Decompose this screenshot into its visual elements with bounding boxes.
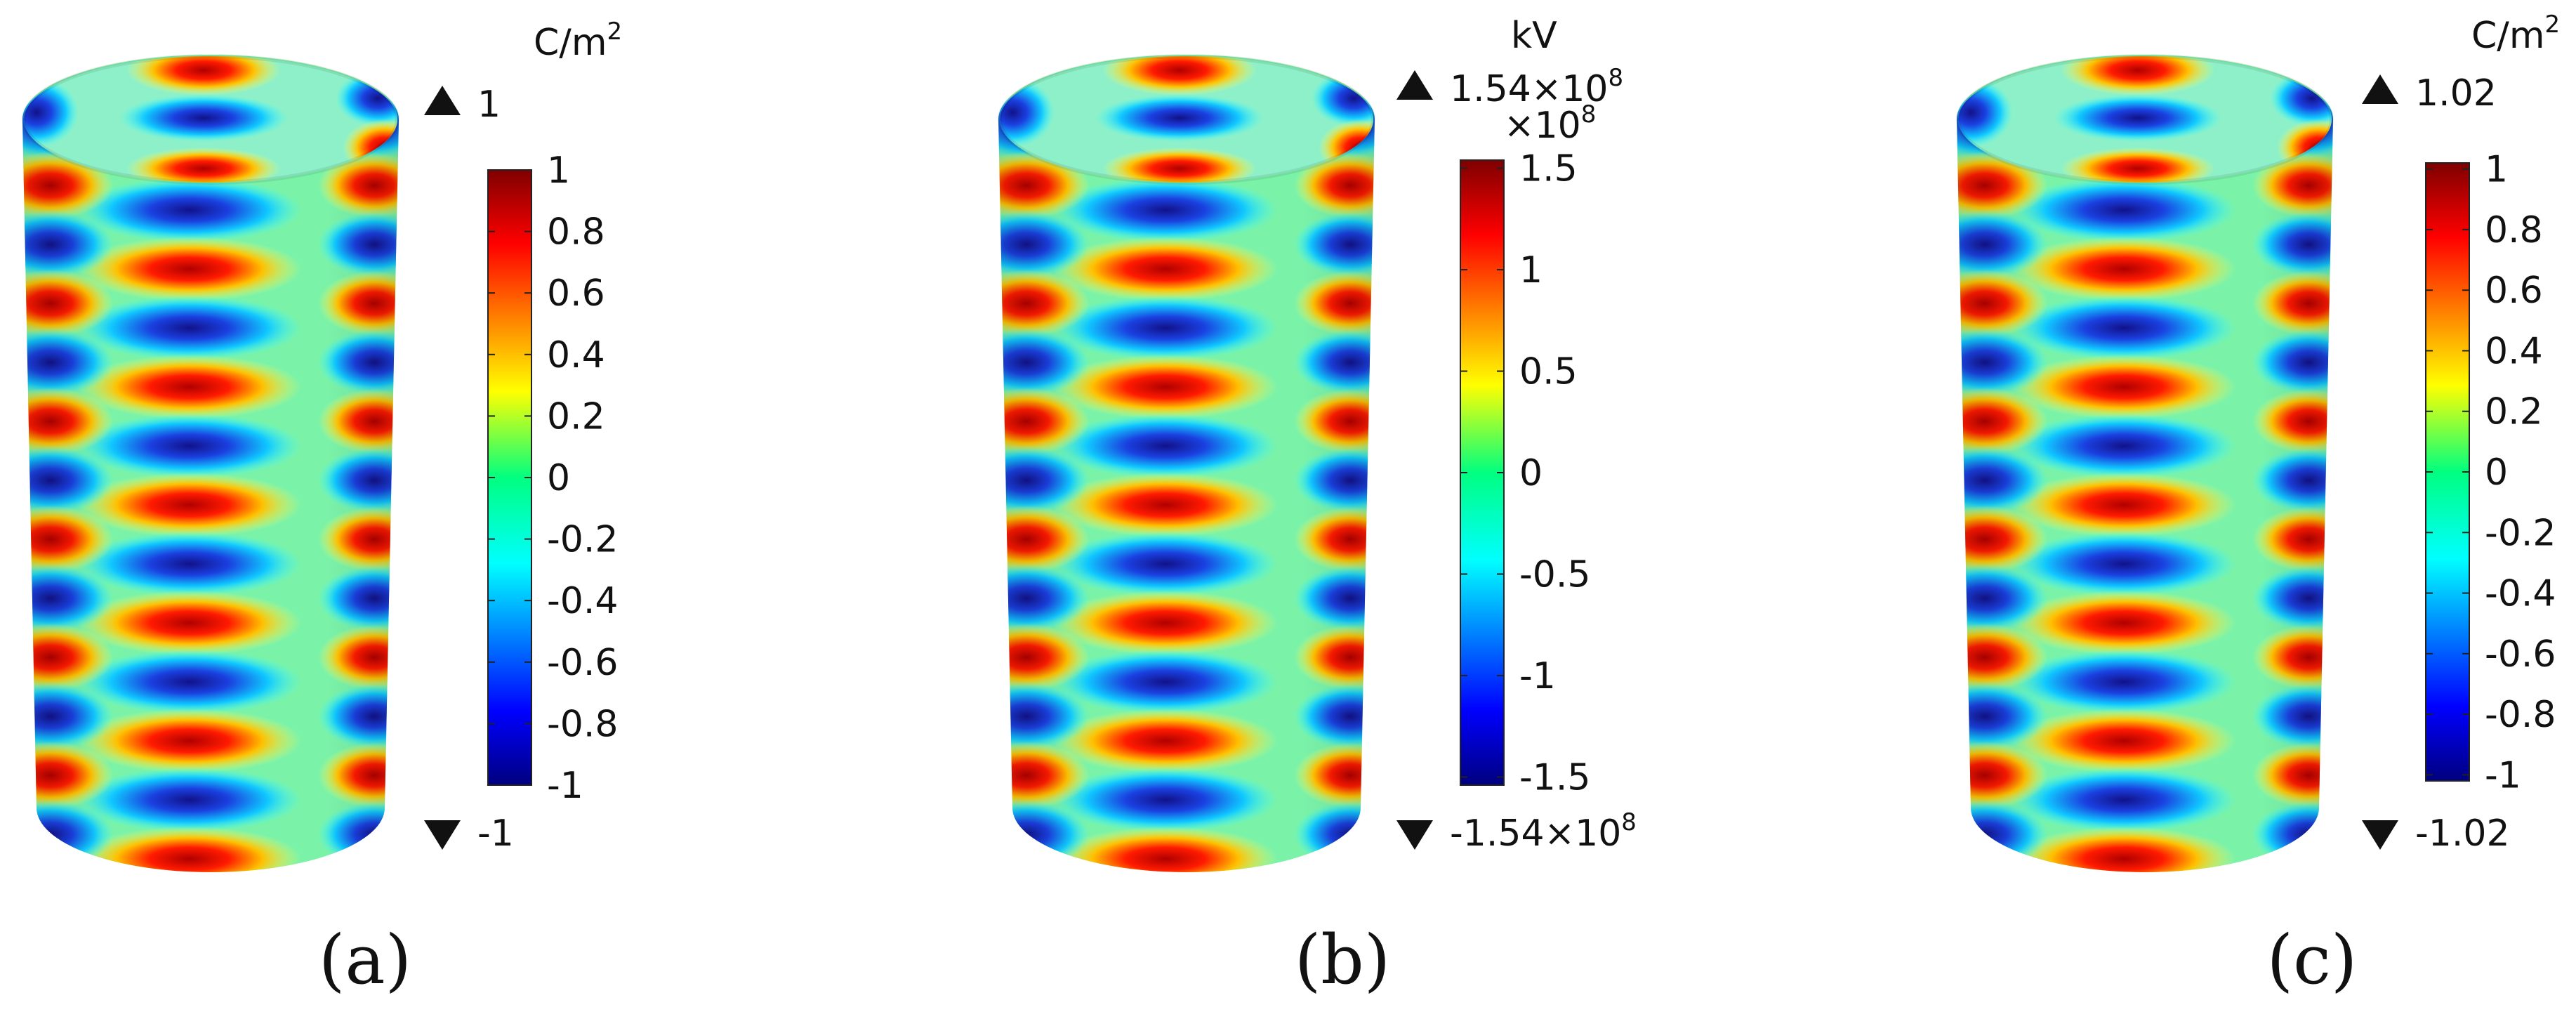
colorbar-tick-label: 0.4 — [547, 334, 605, 376]
colorbar-tick-label: -0.6 — [2485, 633, 2556, 676]
min-value-label: -1.02 — [2415, 813, 2510, 855]
max-triangle-icon — [424, 86, 461, 115]
colorbar-tick-label: 0.2 — [2485, 391, 2543, 433]
colorbar-tick-label: 0.2 — [547, 395, 605, 438]
colorbar — [1460, 159, 1505, 786]
max-triangle-icon — [2362, 74, 2398, 104]
colorbar-tick-label: -0.2 — [2485, 512, 2556, 554]
max-value-label: 1 — [477, 84, 501, 126]
colorbar-tick-label: 0.6 — [2485, 270, 2543, 312]
cylinder-interior — [24, 56, 397, 183]
panel-a: 1 0.8 0.6 0.4 0.2 0 -0.2 -0.4 -0.6 -0.8 -1 C/m2 1 -1 (… — [22, 18, 622, 999]
colorbar-tick-label: -0.8 — [2485, 694, 2556, 736]
colorbar-tick-label: -0.4 — [2485, 573, 2556, 615]
colorbar-tick-label: -1 — [1519, 655, 1556, 697]
cylinder-interior — [1958, 56, 2332, 183]
colorbar-tick-label: 1 — [547, 150, 570, 192]
colorbar-tick-label: 0.5 — [1519, 351, 1578, 393]
colorbar — [2425, 162, 2470, 782]
cylinder-interior — [1000, 56, 1373, 183]
colorbar-tick-label: 0 — [1519, 452, 1543, 494]
panel-caption: (c) — [2267, 921, 2358, 999]
colorbar-tick-label: -0.6 — [547, 642, 618, 684]
colorbar-tick-label: 1.5 — [1519, 148, 1578, 190]
colorbar-tick-label: 0.4 — [2485, 330, 2543, 372]
max-triangle-icon — [1396, 70, 1433, 100]
min-triangle-icon — [424, 820, 461, 850]
min-value-label: -1.54×108 — [1450, 808, 1637, 855]
colorbar-tick-label: 0.8 — [2485, 209, 2543, 251]
colorbar-tick-label: 0.6 — [547, 272, 605, 315]
panel-caption: (b) — [1295, 921, 1390, 999]
colorbar-unit-label: C/m2 — [2471, 11, 2560, 57]
panel-c: 1 0.8 0.6 0.4 0.2 0 -0.2 -0.4 -0.6 -0.8 -1 C/m2 1.02… — [1956, 11, 2560, 999]
panel-caption: (a) — [319, 921, 411, 999]
colorbar-tick-label: -0.8 — [547, 703, 618, 745]
max-value-label: 1.54×108 — [1450, 64, 1623, 110]
colorbar-tick-label: -0.2 — [547, 519, 618, 561]
min-triangle-icon — [2362, 820, 2398, 850]
colorbar-unit-label: kV — [1511, 15, 1557, 57]
cylinder-surface — [998, 55, 1375, 872]
colorbar-tick-label: 1 — [2485, 149, 2508, 191]
colorbar-unit-label: C/m2 — [534, 18, 622, 64]
min-value-label: -1 — [477, 813, 514, 855]
min-triangle-icon — [1396, 820, 1433, 850]
colorbar — [487, 169, 532, 786]
colorbar-tick-label: -0.4 — [547, 580, 618, 622]
colorbar-tick-label: -0.5 — [1519, 553, 1590, 596]
colorbar-tick-label: 0 — [2485, 452, 2508, 494]
colorbar-scale-factor: ×108 — [1504, 100, 1596, 147]
colorbar-tick-label: -1 — [547, 765, 583, 807]
colorbar-tick-label: 0 — [547, 457, 570, 499]
cylinder-surface — [1957, 55, 2333, 872]
colorbar-tick-label: -1 — [2485, 754, 2521, 796]
colorbar-tick-label: -1.5 — [1519, 756, 1590, 798]
colorbar-tick-label: 0.8 — [547, 211, 605, 254]
colorbar-tick-label: 1 — [1519, 249, 1543, 291]
max-value-label: 1.02 — [2415, 72, 2497, 114]
